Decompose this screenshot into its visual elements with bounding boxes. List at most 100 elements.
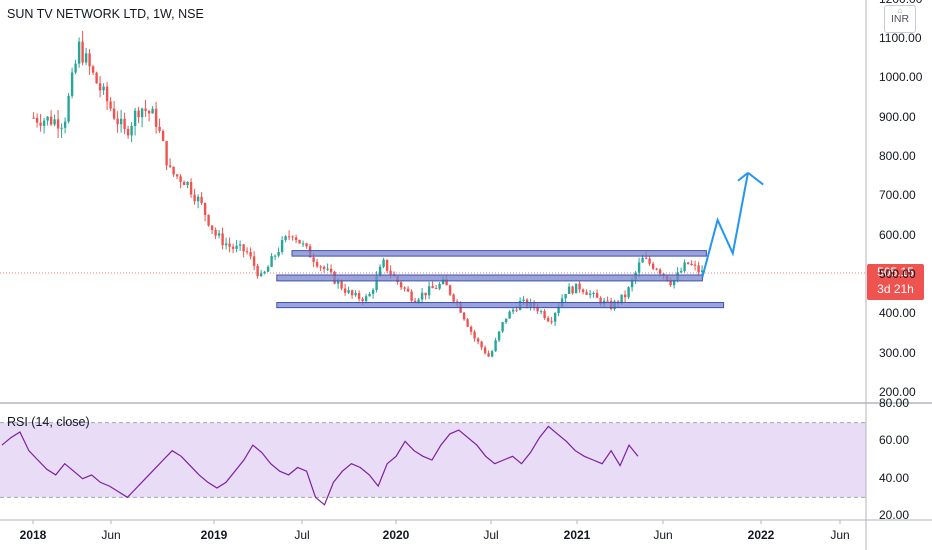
candle-body xyxy=(214,229,217,236)
candle-body xyxy=(53,119,56,125)
candle-body xyxy=(67,95,70,122)
candle-body xyxy=(235,245,238,249)
candle-body xyxy=(431,286,434,289)
candle-body xyxy=(413,300,417,303)
candle-body xyxy=(116,118,119,125)
candle-body xyxy=(476,338,480,342)
candle-body xyxy=(627,287,630,298)
candle-body xyxy=(669,280,672,286)
candle-body xyxy=(98,83,102,91)
support-resistance-zone[interactable] xyxy=(291,250,707,257)
candle-body xyxy=(553,313,557,322)
candle-body xyxy=(595,292,599,298)
candle-body xyxy=(504,318,508,323)
price-axis-label: 1200.00 xyxy=(879,0,922,6)
candle-body xyxy=(546,318,550,322)
candle-body xyxy=(347,290,350,293)
candle-body xyxy=(655,268,658,270)
candlestick-series xyxy=(32,30,704,358)
candle-body xyxy=(658,269,662,274)
candle-body xyxy=(585,292,588,295)
candle-body xyxy=(361,298,364,302)
lock-icon: ⌂ xyxy=(897,6,903,15)
bar-countdown: 3d 21h xyxy=(877,282,914,296)
candle-body xyxy=(210,225,214,230)
candle-body xyxy=(284,236,287,241)
candle-body xyxy=(228,243,231,247)
projection-path[interactable] xyxy=(701,172,749,278)
support-resistance-zone[interactable] xyxy=(276,274,703,282)
candle-body xyxy=(606,300,609,302)
candle-body xyxy=(375,276,378,290)
candle-body xyxy=(147,110,151,114)
candle-body xyxy=(56,119,60,129)
candle-body xyxy=(543,311,546,319)
candle-body xyxy=(151,108,154,114)
candle-body xyxy=(74,63,77,73)
candle-body xyxy=(186,181,189,186)
candle-body xyxy=(490,351,494,357)
candle-body xyxy=(410,291,413,301)
candle-body xyxy=(273,255,277,257)
time-axis-label: 2019 xyxy=(200,528,228,542)
candle-body xyxy=(63,121,67,128)
candle-body xyxy=(417,299,420,303)
candle-body xyxy=(133,110,137,126)
candle-body xyxy=(182,181,186,186)
candle-body xyxy=(70,72,74,96)
currency-badge[interactable]: ⌂ INR xyxy=(884,5,916,33)
candle-body xyxy=(263,271,266,274)
candle-body xyxy=(399,282,403,288)
candle-body xyxy=(683,262,686,272)
support-resistance-zone[interactable] xyxy=(276,302,725,309)
candle-body xyxy=(441,279,445,284)
candle-body xyxy=(105,86,109,102)
candle-body xyxy=(385,259,389,271)
candle-body xyxy=(644,257,648,259)
candle-body xyxy=(109,101,112,109)
symbol-title: SUN TV NETWORK LTD, 1W, NSE xyxy=(7,7,204,21)
candle-body xyxy=(238,244,242,246)
candle-body xyxy=(130,125,133,136)
candle-body xyxy=(637,262,641,273)
candle-body xyxy=(539,311,543,313)
price-axis-label: 1100.00 xyxy=(879,31,922,45)
candle-body xyxy=(193,194,196,202)
candle-body xyxy=(438,283,441,289)
arrowhead-left xyxy=(737,171,749,182)
rsi-axis-label: 20.00 xyxy=(879,508,910,522)
candle-body xyxy=(641,257,644,263)
candle-body xyxy=(571,286,574,294)
candle-body xyxy=(343,288,347,293)
candle-body xyxy=(466,319,469,327)
candle-body xyxy=(350,290,354,296)
candle-body xyxy=(294,237,298,240)
candle-body xyxy=(357,293,361,299)
candle-body xyxy=(567,286,571,294)
candle-body xyxy=(200,196,203,204)
candle-body xyxy=(336,281,340,284)
candle-body xyxy=(49,116,53,125)
candle-body xyxy=(620,294,623,304)
candle-body xyxy=(312,257,315,262)
price-axis-label: 500.00 xyxy=(879,267,916,281)
candle-body xyxy=(231,246,235,249)
time-axis-label: 2021 xyxy=(563,528,591,542)
candle-body xyxy=(550,321,553,323)
candle-body xyxy=(154,108,158,127)
candle-body xyxy=(168,165,172,167)
candle-body xyxy=(161,130,165,142)
rsi-axis-label: 60.00 xyxy=(879,433,910,448)
candle-body xyxy=(427,286,431,296)
candle-body xyxy=(35,117,39,123)
candle-body xyxy=(424,292,427,296)
price-axis-label: 200.00 xyxy=(879,385,916,399)
horizontal-zones[interactable] xyxy=(276,250,725,309)
projection-arrow[interactable] xyxy=(701,171,764,278)
candle-body xyxy=(515,309,518,311)
rsi-indicator-title[interactable]: RSI (14, close) xyxy=(7,415,90,429)
candle-body xyxy=(508,311,511,319)
candle-body xyxy=(588,293,592,295)
candle-body xyxy=(224,243,228,246)
